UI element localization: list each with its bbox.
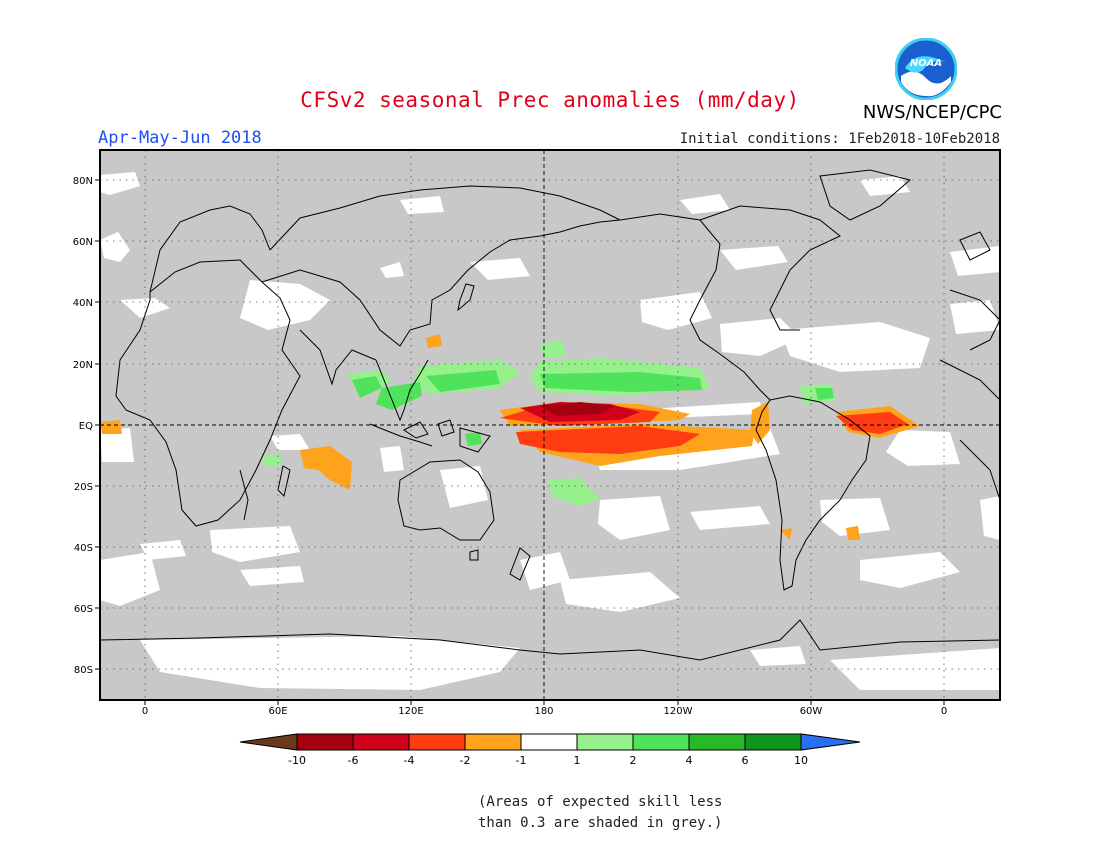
agency-label: NWS/NCEP/CPC [862, 102, 1002, 123]
svg-text:NOAA: NOAA [910, 58, 942, 69]
legend-arrow-left [239, 733, 298, 751]
lon-tick-label: 60E [268, 706, 287, 717]
negative-anomaly-severe [540, 402, 615, 416]
legend-swatch [408, 733, 466, 751]
coastlines [100, 169, 1000, 661]
legend-label: 1 [574, 754, 581, 767]
legend-label: -6 [348, 754, 359, 767]
legend-label: 6 [742, 754, 749, 767]
graticule [100, 150, 1000, 700]
footnote-line-1: (Areas of expected skill less [478, 794, 723, 810]
lat-tick-label: 60N [73, 237, 93, 248]
legend-swatch [464, 733, 522, 751]
lon-tick-label: 60W [800, 706, 823, 717]
legend-label: 2 [630, 754, 637, 767]
initial-conditions-label: Initial conditions: 1Feb2018-10Feb2018 [679, 131, 1000, 147]
legend-swatch [744, 733, 802, 751]
lat-tick-label: 60S [74, 604, 93, 615]
lat-tick-label: 80S [74, 665, 93, 676]
lat-tick-label: 40S [74, 543, 93, 554]
footnote-line-2: than 0.3 are shaded in grey.) [478, 815, 723, 831]
lon-tick-label: 180 [534, 706, 553, 717]
legend-label: -4 [404, 754, 415, 767]
legend-swatch [576, 733, 634, 751]
lat-tick-label: 20N [73, 360, 93, 371]
legend-swatch [352, 733, 410, 751]
legend-label: 4 [686, 754, 693, 767]
lat-tick-label: 40N [73, 298, 93, 309]
lon-tick-label: 120W [664, 706, 693, 717]
map-title: CFSv2 seasonal Prec anomalies (mm/day) [300, 88, 800, 112]
lon-tick-label: 120E [398, 706, 423, 717]
legend-label: 10 [794, 754, 808, 767]
lat-tick-label: 80N [73, 176, 93, 187]
lon-tick-label: 0 [142, 706, 148, 717]
lat-tick-label: 20S [74, 482, 93, 493]
legend-arrow-right [800, 733, 861, 751]
lon-tick-label: 0 [941, 706, 947, 717]
legend-swatch [296, 733, 354, 751]
legend-label: -2 [460, 754, 471, 767]
legend-swatch [520, 733, 578, 751]
equator-dateline [100, 150, 1000, 700]
legend-label: -10 [288, 754, 306, 767]
lat-tick-label: EQ [79, 421, 93, 432]
season-label: Apr-May-Jun 2018 [98, 128, 262, 148]
noaa-logo-icon: NOAA [895, 38, 957, 100]
legend-swatch [632, 733, 690, 751]
legend-label: -1 [516, 754, 527, 767]
legend-swatch [688, 733, 746, 751]
skill-footnote: (Areas of expected skill less than 0.3 a… [478, 792, 722, 834]
